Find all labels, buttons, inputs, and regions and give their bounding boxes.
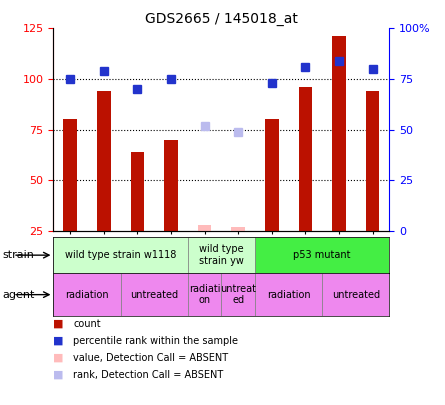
Bar [222, 273, 255, 316]
Text: ■: ■ [53, 370, 64, 380]
Bar [131, 152, 144, 231]
Text: untreated: untreated [130, 290, 178, 300]
Text: radiation: radiation [65, 290, 109, 300]
Text: untreat
ed: untreat ed [220, 284, 256, 305]
Bar [198, 225, 211, 231]
Bar [188, 273, 222, 316]
Bar [322, 273, 389, 316]
Bar [332, 36, 346, 231]
Bar [121, 273, 188, 316]
Bar [366, 91, 379, 231]
Bar [64, 119, 77, 231]
Text: ■: ■ [53, 319, 64, 329]
Text: wild type
strain yw: wild type strain yw [199, 244, 244, 266]
Text: untreated: untreated [332, 290, 380, 300]
Text: radiation: radiation [267, 290, 311, 300]
Bar [299, 87, 312, 231]
Bar [97, 91, 110, 231]
Text: value, Detection Call = ABSENT: value, Detection Call = ABSENT [73, 353, 229, 363]
Title: GDS2665 / 145018_at: GDS2665 / 145018_at [145, 12, 298, 26]
Text: ■: ■ [53, 353, 64, 363]
Text: radiati
on: radiati on [189, 284, 220, 305]
Bar [188, 237, 255, 273]
Bar [255, 273, 322, 316]
Bar [164, 140, 178, 231]
Text: rank, Detection Call = ABSENT: rank, Detection Call = ABSENT [73, 370, 224, 380]
Bar [231, 227, 245, 231]
Bar [255, 237, 389, 273]
Bar [53, 237, 188, 273]
Text: percentile rank within the sample: percentile rank within the sample [73, 336, 239, 346]
Text: p53 mutant: p53 mutant [293, 250, 351, 260]
Text: wild type strain w1118: wild type strain w1118 [65, 250, 176, 260]
Text: count: count [73, 319, 101, 329]
Text: strain: strain [2, 250, 34, 260]
Text: agent: agent [2, 290, 35, 300]
Text: ■: ■ [53, 336, 64, 346]
Bar [265, 119, 279, 231]
Bar [53, 273, 121, 316]
